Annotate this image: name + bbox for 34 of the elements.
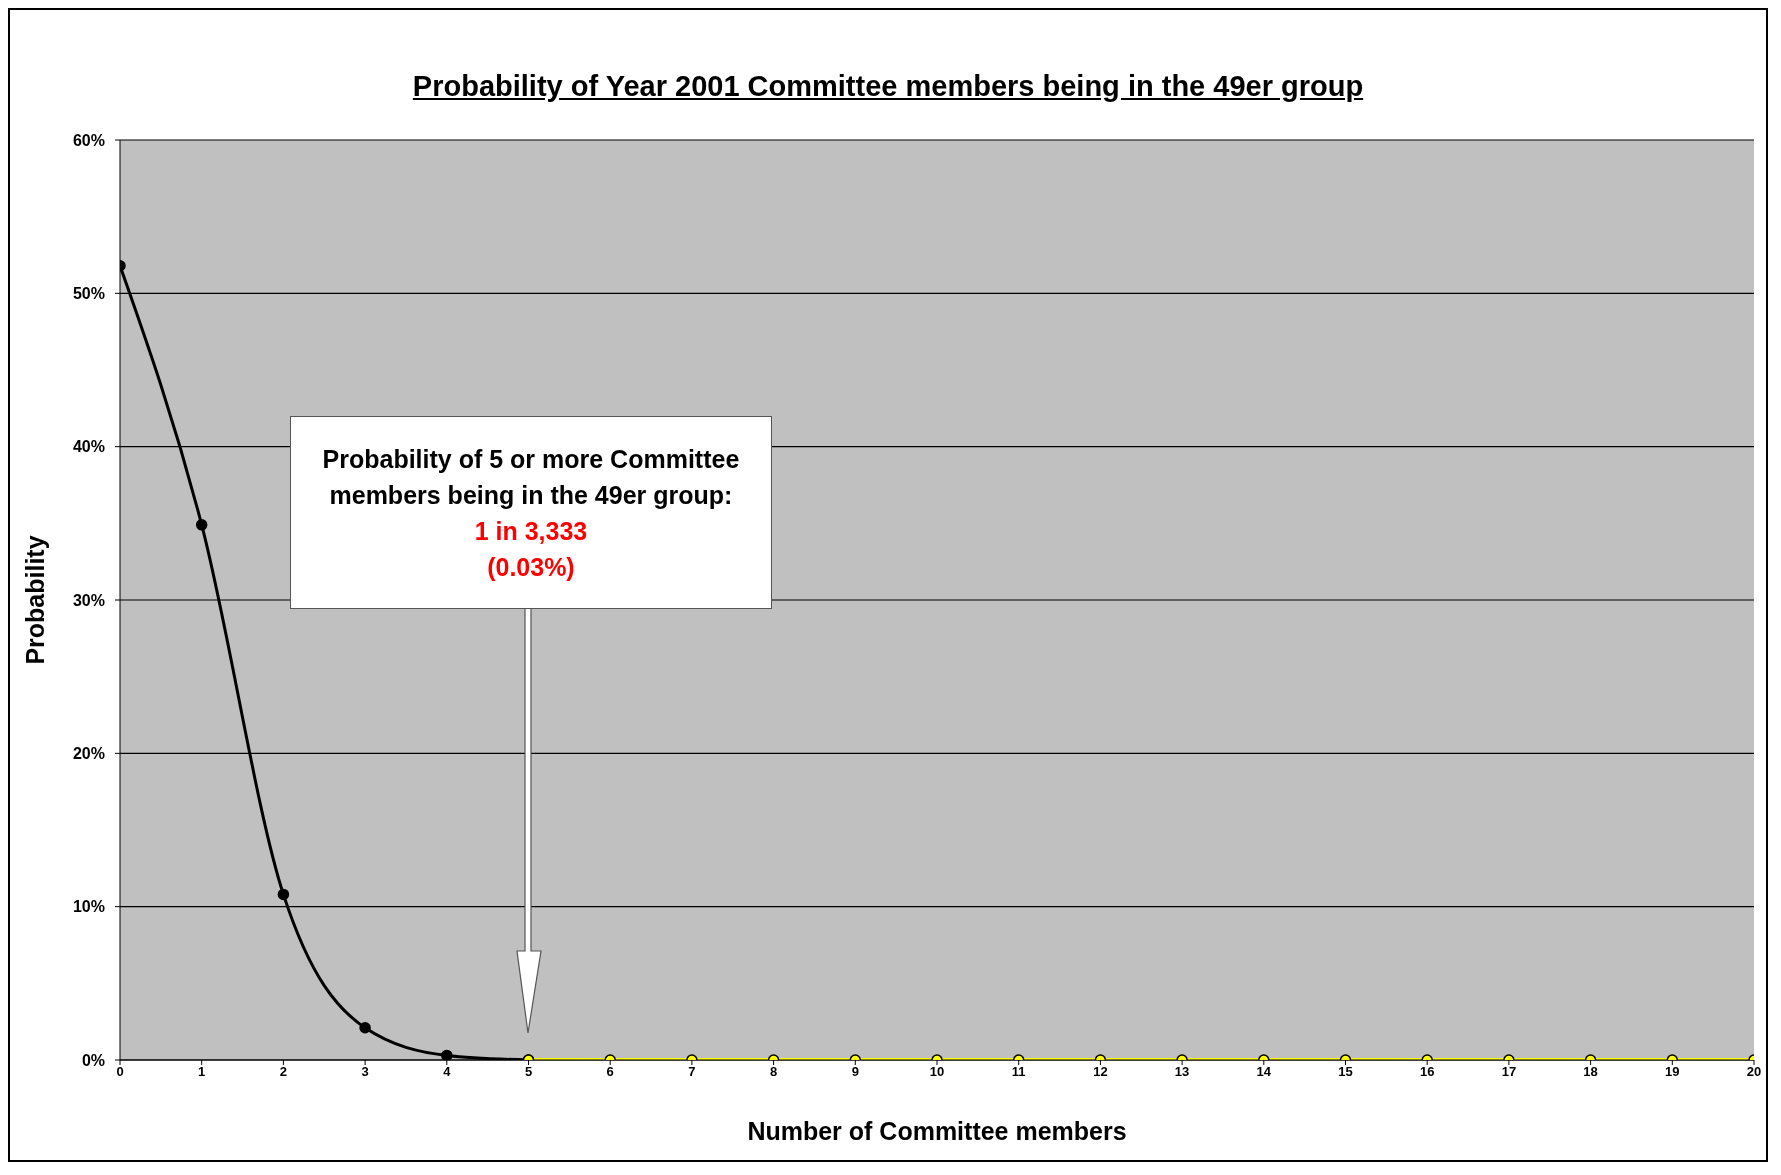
x-tick-label: 20: [1746, 1064, 1762, 1080]
annotation: 1 in 3,333: [474, 515, 588, 547]
x-tick-label: 9: [851, 1064, 859, 1080]
y-tick-label: 20%: [72, 745, 105, 763]
y-tick-label: 0%: [81, 1051, 105, 1069]
x-tick-label: 6: [606, 1064, 614, 1080]
y-tick-label: 60%: [72, 131, 105, 149]
x-tick-label: 17: [1501, 1064, 1517, 1080]
y-tick-label: 40%: [72, 438, 105, 456]
x-tick-label: 4: [443, 1064, 452, 1080]
x-tick-label: 18: [1583, 1064, 1598, 1080]
chart-title: Probability of Year 2001 Committee members being in the 49er group: [411, 70, 1365, 103]
x-tick-label: 19: [1665, 1064, 1680, 1080]
y-tick-label: 10%: [72, 898, 105, 916]
x-tick-label: 16: [1419, 1064, 1435, 1080]
x-tick-label: 5: [524, 1064, 533, 1080]
x-tick-label: 15: [1338, 1064, 1353, 1080]
x-tick-label: 14: [1256, 1064, 1272, 1080]
x-axis-title: Number of Committee members: [747, 1117, 1127, 1145]
annotation: Probability of 5 or more Committee members being in the 49er group:: [321, 443, 741, 511]
x-tick-label: 11: [1011, 1064, 1026, 1080]
x-tick-label: 1: [198, 1064, 206, 1080]
x-tick-label: 8: [769, 1064, 778, 1080]
x-tick-label: 10: [929, 1064, 945, 1080]
x-tick-label: 12: [1093, 1064, 1108, 1080]
x-tick-label: 2: [279, 1064, 288, 1080]
y-tick-label: 50%: [72, 285, 105, 303]
x-tick-label: 7: [688, 1064, 696, 1080]
x-tick-label: 13: [1174, 1064, 1190, 1080]
x-tick-label: 0: [116, 1064, 124, 1080]
x-tick-label: 3: [361, 1064, 369, 1080]
y-axis-title: Probability: [20, 535, 49, 665]
y-tick-label: 30%: [72, 591, 105, 609]
annotation: (0.03%): [487, 551, 575, 583]
